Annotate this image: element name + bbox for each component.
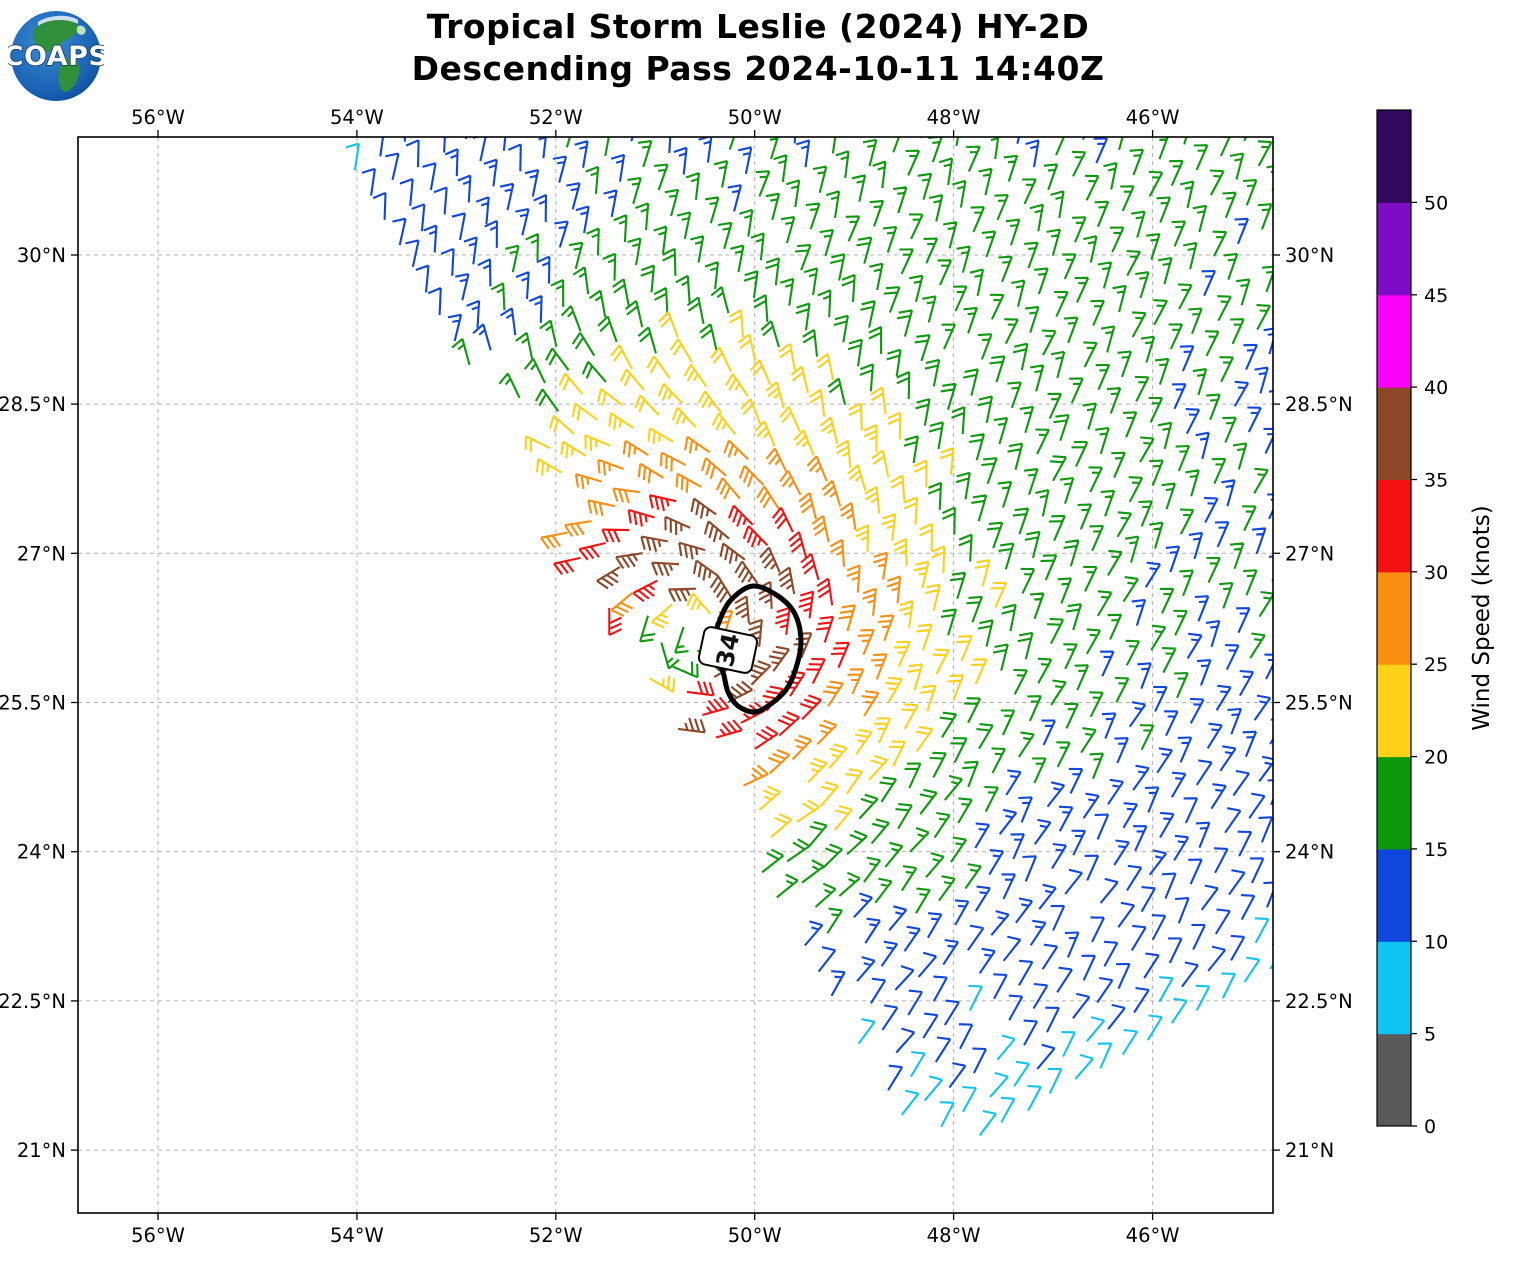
lat-tick-label-left: 28.5°N [0, 393, 66, 416]
lat-tick-label-left: 27°N [17, 542, 66, 565]
lon-tick-label-top: 52°W [529, 106, 583, 129]
colorbar-label: Wind Speed (knots) [1469, 505, 1495, 730]
lon-tick-label-bottom: 54°W [330, 1224, 384, 1247]
lat-tick-label-left: 30°N [17, 244, 66, 267]
colorbar-tick-label: 50 [1424, 192, 1448, 214]
lon-tick-label-bottom: 56°W [131, 1224, 185, 1247]
lon-tick-label-top: 50°W [728, 106, 782, 129]
lat-tick-label-right: 22.5°N [1285, 990, 1353, 1013]
lat-tick-label-left: 24°N [17, 841, 66, 864]
lat-tick-label-right: 27°N [1285, 542, 1334, 565]
gridlines [78, 137, 1273, 1213]
colorbar-tick-label: 35 [1424, 470, 1448, 492]
title-line-2: Descending Pass 2024-10-11 14:40Z [411, 49, 1105, 88]
colorbar-tick-label: 20 [1424, 747, 1448, 769]
lon-tick-label-bottom: 50°W [728, 1224, 782, 1247]
colorbar-tick-label: 0 [1424, 1116, 1436, 1138]
lat-tick-label-right: 24°N [1285, 841, 1334, 864]
coaps-logo-globe: COAPS [3, 11, 109, 101]
lat-tick-label-left: 25.5°N [0, 692, 66, 715]
lat-tick-label-right: 21°N [1285, 1139, 1334, 1162]
coaps-logo: COAPS [3, 4, 109, 104]
lat-tick-label-left: 21°N [17, 1139, 66, 1162]
lat-tick-label-right: 28.5°N [1285, 393, 1353, 416]
lat-tick-label-right: 30°N [1285, 244, 1334, 267]
colorbar-tick-label: 25 [1424, 654, 1448, 676]
lat-tick-label-left: 22.5°N [0, 990, 66, 1013]
title-line-1: Tropical Storm Leslie (2024) HY-2D [426, 7, 1090, 46]
plot-frame [77, 136, 1274, 1214]
colorbar-tick-label: 45 [1424, 285, 1448, 307]
lon-tick-label-top: 48°W [927, 106, 981, 129]
chart-title: Tropical Storm Leslie (2024) HY-2D Desce… [80, 6, 1436, 90]
axis-ticks [71, 130, 1280, 1220]
axis-tick-labels: 56°W 56°W 54°W 54°W 52°W 52°W 50°W 50°W 48°W 48°W… [0, 106, 1353, 1247]
wind-barbs-layer [345, 137, 1273, 1137]
colorbar-tick-label: 5 [1424, 1024, 1436, 1046]
lon-tick-label-bottom: 48°W [927, 1224, 981, 1247]
lon-tick-label-top: 46°W [1126, 106, 1180, 129]
colorbar-tick-label: 15 [1424, 839, 1448, 861]
colorbar: 0 5 10 15 20 25 30 35 40 45 50 Wind Speed (knots) [1376, 109, 1495, 1138]
coaps-logo-text: COAPS [8, 41, 104, 72]
colorbar-tick-label: 40 [1424, 377, 1448, 399]
lon-tick-label-bottom: 52°W [529, 1224, 583, 1247]
lon-tick-label-top: 56°W [131, 106, 185, 129]
lat-tick-label-right: 25.5°N [1285, 692, 1353, 715]
colorbar-tick-label: 10 [1424, 931, 1448, 953]
lon-tick-label-top: 54°W [330, 106, 384, 129]
colorbar-tick-label: 30 [1424, 562, 1448, 584]
lon-tick-label-bottom: 46°W [1126, 1224, 1180, 1247]
